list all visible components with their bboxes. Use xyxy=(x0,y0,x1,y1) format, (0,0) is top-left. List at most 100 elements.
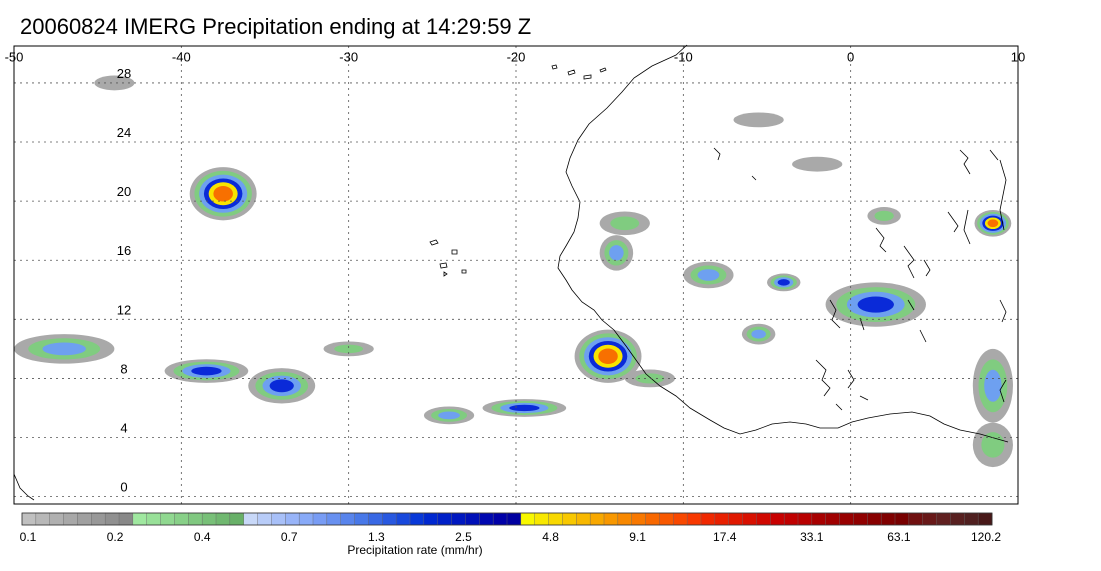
colorbar-title: Precipitation rate (mm/hr) xyxy=(347,543,482,557)
colorbar-swatch xyxy=(382,512,397,526)
precipitation-cell xyxy=(599,235,634,271)
precipitation-cell xyxy=(164,359,249,383)
precip-contour xyxy=(509,404,540,412)
colorbar-label: 0.7 xyxy=(281,530,298,544)
colorbar: 0.1 0.2 0.4 0.7 1.3 2.5 4.8 9.1 17.4 33.1 63.1 120.… xyxy=(20,512,1001,544)
precipitation-cell xyxy=(767,273,801,292)
colorbar-swatch xyxy=(617,512,633,526)
colorbar-swatch xyxy=(451,512,466,526)
colorbar-swatch xyxy=(783,512,799,526)
lat-tick-label: 8 xyxy=(120,361,127,376)
lon-tick-label: -20 xyxy=(507,50,526,65)
colorbar-swatch xyxy=(479,512,494,526)
precip-contour xyxy=(874,210,894,222)
colorbar-label: 2.5 xyxy=(455,530,472,544)
colorbar-swatch xyxy=(562,512,577,526)
colorbar-label: 0.4 xyxy=(194,530,211,544)
lat-tick-label: 20 xyxy=(117,184,131,199)
precip-contour xyxy=(610,216,640,231)
coastline-layer xyxy=(13,44,1009,501)
colorbar-swatch xyxy=(243,512,258,526)
lat-tick-label: 16 xyxy=(117,243,131,258)
cape-verde-islands xyxy=(429,239,467,277)
colorbar-swatch xyxy=(950,512,965,526)
colorbar-swatch xyxy=(271,512,286,526)
lon-tick-label: 0 xyxy=(847,50,854,65)
colorbar-swatch xyxy=(964,512,979,526)
map-frame xyxy=(13,45,1019,505)
colorbar-swatch xyxy=(603,512,619,526)
colorbar-swatch xyxy=(77,512,92,526)
colorbar-swatch xyxy=(174,512,189,526)
precipitation-cell xyxy=(599,211,650,236)
precip-contour xyxy=(438,411,460,420)
south-america-coast xyxy=(13,473,35,501)
colorbar-label: 63.1 xyxy=(887,530,911,544)
colorbar-swatch xyxy=(326,512,342,526)
colorbar-swatch xyxy=(188,512,203,526)
colorbar-swatch xyxy=(520,512,536,526)
precip-contour xyxy=(777,279,790,286)
colorbar-swatch xyxy=(21,512,37,526)
precipitation-cell xyxy=(13,334,115,364)
colorbar-swatch xyxy=(229,512,245,526)
precip-contour xyxy=(981,432,1005,458)
colorbar-swatch xyxy=(673,512,688,526)
colorbar-swatch xyxy=(63,512,78,526)
colorbar-swatch xyxy=(215,512,231,526)
colorbar-swatch xyxy=(659,512,674,526)
lat-tick-label: 24 xyxy=(117,125,131,140)
colorbar-swatch xyxy=(825,512,840,526)
colorbar-swatch xyxy=(811,512,827,526)
precip-contour xyxy=(213,185,233,202)
colorbar-border xyxy=(21,512,993,526)
colorbar-swatch xyxy=(894,512,910,526)
colorbar-swatch xyxy=(160,512,175,526)
colorbar-swatch xyxy=(797,512,813,526)
colorbar-swatch xyxy=(437,512,452,526)
colorbar-swatch xyxy=(880,512,896,526)
colorbar-label: 0.1 xyxy=(20,530,37,544)
precip-contour xyxy=(334,344,364,354)
precip-contour xyxy=(42,342,86,356)
colorbar-swatch xyxy=(146,512,161,526)
precipitation-cell xyxy=(248,368,316,404)
colorbar-swatch xyxy=(922,512,937,526)
precipitation-cell xyxy=(974,209,1012,237)
colorbar-swatch xyxy=(867,512,882,526)
colorbar-swatch xyxy=(548,512,563,526)
colorbar-swatch xyxy=(257,512,272,526)
precipitation-cell xyxy=(683,261,734,289)
colorbar-label: 17.4 xyxy=(713,530,737,544)
precip-contour xyxy=(987,219,999,228)
precip-contour xyxy=(792,156,843,172)
colorbar-swatch xyxy=(700,512,716,526)
precipitation-layer xyxy=(13,75,1013,468)
precipitation-cell xyxy=(733,112,784,128)
colorbar-swatch xyxy=(118,512,134,526)
colorbar-swatch xyxy=(977,512,993,526)
colorbar-swatch xyxy=(589,512,605,526)
colorbar-label: 0.2 xyxy=(107,530,124,544)
precipitation-cell xyxy=(867,207,901,225)
colorbar-swatch xyxy=(936,512,951,526)
lon-tick-label: 10 xyxy=(1011,50,1025,65)
colorbar-swatch xyxy=(395,512,411,526)
colorbar-swatch xyxy=(312,512,328,526)
colorbar-swatch xyxy=(35,512,51,526)
lat-tick-label: 4 xyxy=(120,421,127,436)
colorbar-swatch xyxy=(340,512,355,526)
precipitation-cell xyxy=(423,406,475,425)
colorbar-swatch xyxy=(91,512,106,526)
colorbar-label: 120.2 xyxy=(971,530,1001,544)
map-title: 20060824 IMERG Precipitation ending at 1… xyxy=(20,14,532,39)
lat-tick-label: 12 xyxy=(117,302,131,317)
precipitation-cell xyxy=(624,369,675,388)
lat-tick-label: 0 xyxy=(120,480,127,495)
precipitation-cell xyxy=(574,329,642,383)
colorbar-swatch xyxy=(354,512,369,526)
colorbar-swatch xyxy=(908,512,924,526)
precip-contour xyxy=(191,366,222,376)
precip-contour xyxy=(94,75,135,91)
